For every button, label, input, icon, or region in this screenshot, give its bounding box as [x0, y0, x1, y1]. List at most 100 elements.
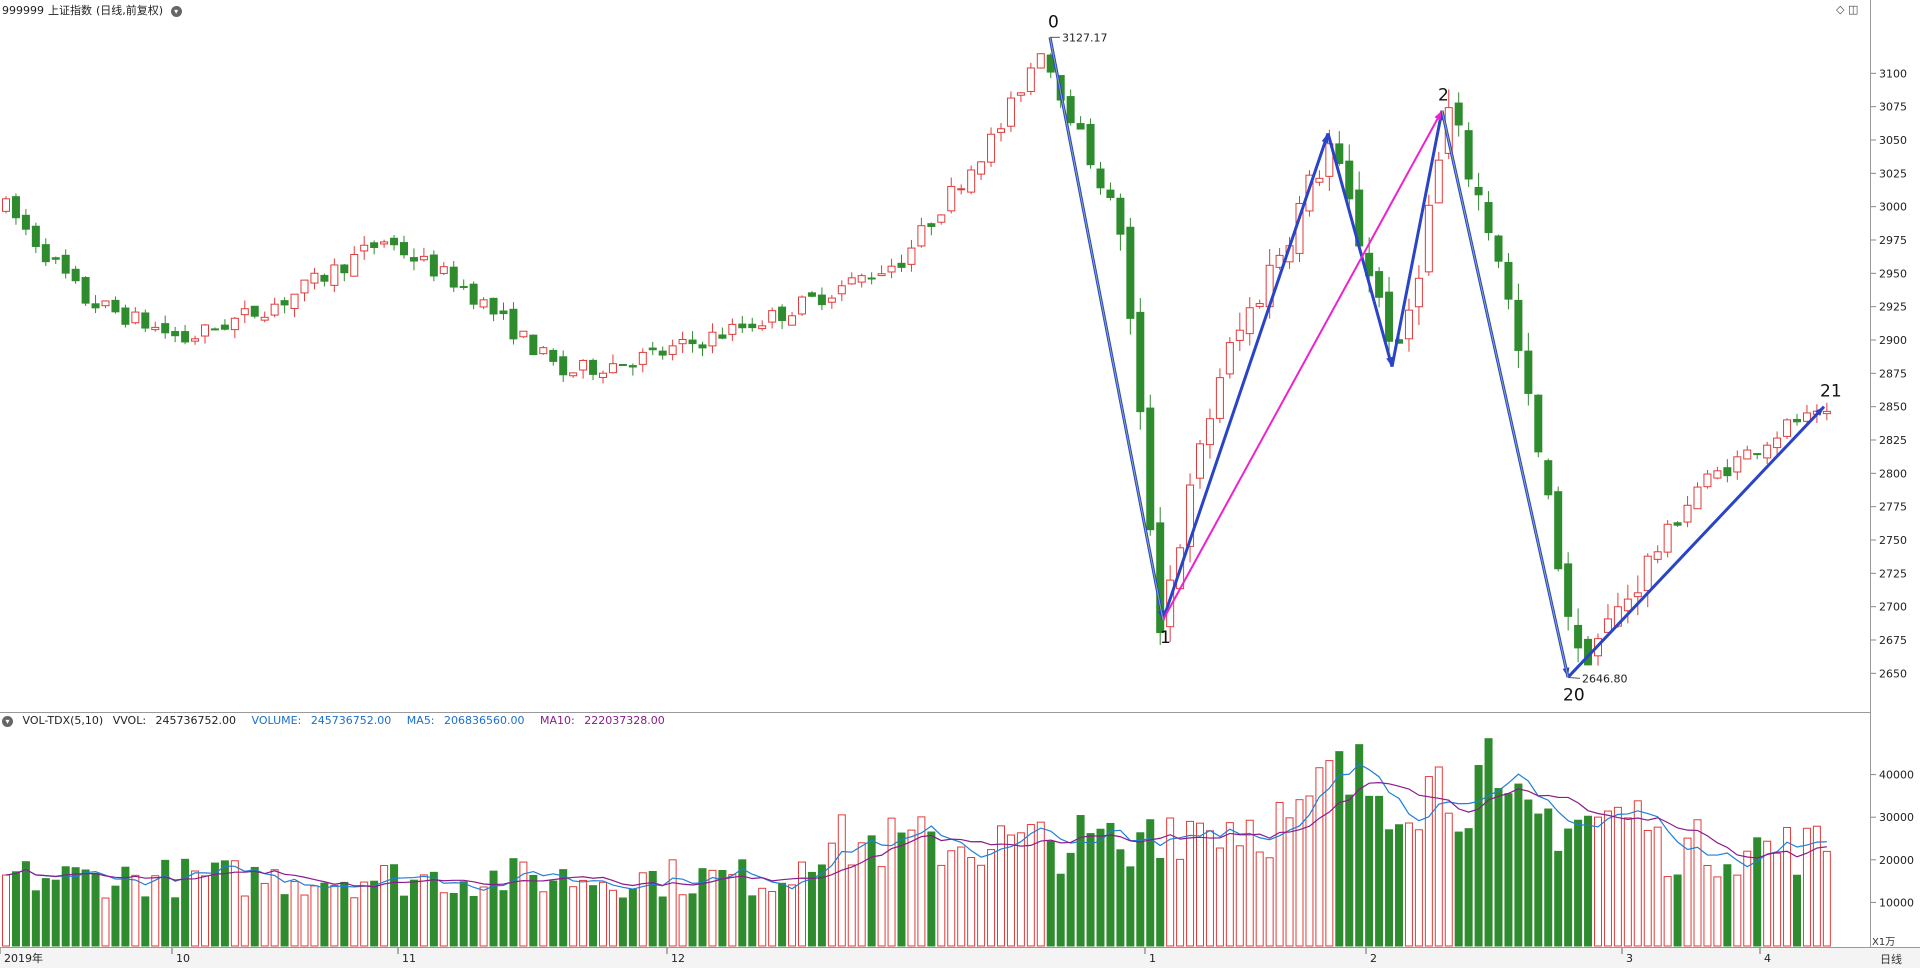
volume-bar-up: [1663, 876, 1672, 947]
candle-down: [1464, 130, 1473, 180]
candle-up: [937, 214, 946, 223]
date-axis: 2019年 10 11 12 1 2 3 4: [0, 947, 1920, 968]
volume-bar-up: [1026, 824, 1035, 947]
volume-bar-down: [51, 879, 60, 947]
corner-icons: ◇ ◫: [1836, 3, 1858, 16]
candle-down: [718, 334, 727, 339]
window-toggle-icon[interactable]: ◫: [1847, 3, 1859, 16]
candle-down: [1673, 522, 1682, 526]
candle-up: [758, 325, 767, 330]
volume-bar-down: [91, 872, 100, 947]
volume-bar-up: [1225, 822, 1234, 947]
date-tick-label: 2: [1370, 952, 1377, 965]
wave-line-1-a-head: [1321, 133, 1329, 144]
price-tick-label: 3025: [1879, 167, 1907, 180]
volume-bar-up: [1653, 826, 1662, 947]
candle-up: [1773, 437, 1782, 449]
candle-up: [1693, 486, 1702, 510]
wave-label-21: 21: [1820, 382, 1842, 402]
candle-down: [1544, 460, 1553, 496]
chevron-down-icon[interactable]: ▾: [170, 5, 182, 17]
volume-bar-up: [1603, 810, 1612, 947]
volume-bar-up: [977, 864, 986, 947]
wave-lines: [1048, 37, 1826, 679]
volume-bar-up: [300, 894, 309, 947]
price-chart-panel[interactable]: 0 3127.17 1 2 20 2646.80 21: [0, 0, 1870, 712]
candle-up: [1315, 177, 1324, 183]
candle-up: [907, 247, 916, 265]
candle-down: [171, 331, 180, 337]
volume-bar-up: [1434, 766, 1443, 947]
volume-bar-up: [1404, 822, 1413, 947]
volume-bar-up: [1683, 837, 1692, 947]
period-label[interactable]: 日线: [1880, 953, 1902, 966]
volume-bar-down: [71, 867, 80, 947]
volume-tick-label: 30000: [1879, 811, 1914, 824]
volume-bar-up: [1733, 874, 1742, 947]
candle-up: [1783, 419, 1792, 437]
volume-bar-up: [1305, 795, 1314, 947]
candle-up: [728, 323, 737, 335]
volume-bar-down: [1494, 788, 1503, 947]
volume-bar-down: [429, 871, 438, 947]
volume-bar-down: [1136, 832, 1145, 947]
wave-line-b-2: [1390, 110, 1444, 367]
price-tick-label: 2675: [1879, 634, 1907, 647]
candle-down: [320, 274, 329, 282]
volume-bar-down: [817, 864, 826, 947]
vvol-label: VVOL:: [112, 714, 147, 727]
candle-down: [250, 305, 259, 317]
volume-bar-down: [1365, 795, 1374, 947]
diamond-icon[interactable]: ◇: [1836, 3, 1845, 16]
volume-bar-down: [449, 893, 458, 947]
volume-chart-panel[interactable]: [0, 712, 1870, 948]
candle-down: [51, 257, 60, 260]
candle-up: [1414, 277, 1423, 308]
candle-down: [31, 225, 40, 247]
volume-bar-up: [1285, 817, 1294, 947]
candle-up: [1434, 159, 1443, 204]
candle-up: [1703, 473, 1712, 488]
volume-bar-up: [887, 817, 896, 947]
chart-mode: (日线,前复权): [96, 4, 164, 17]
price-tick-label: 2650: [1879, 667, 1907, 680]
wave-label-2: 2: [1438, 86, 1449, 106]
chevron-down-icon[interactable]: ▾: [2, 715, 13, 727]
candle-down: [1474, 186, 1483, 196]
candle-up: [569, 372, 578, 377]
candle-up: [708, 331, 717, 347]
candle-down: [210, 328, 219, 331]
volume-bar-down: [1514, 783, 1523, 947]
price-tick-label: 3075: [1879, 101, 1907, 114]
volume-bar-up: [1036, 821, 1045, 947]
candle-up: [131, 311, 140, 324]
date-tick-label: 4: [1764, 952, 1771, 965]
date-tick-label: 10: [176, 952, 190, 965]
candle-down: [280, 300, 289, 306]
volume-bar-up: [1414, 829, 1423, 947]
price-tick-label: 2825: [1879, 434, 1907, 447]
value-leader: [1567, 676, 1581, 679]
candle-down: [1454, 102, 1463, 126]
price-tick-label: 2750: [1879, 534, 1907, 547]
volume-bar-up: [439, 892, 448, 947]
volume-bar-up: [599, 881, 607, 947]
candle-up: [827, 297, 836, 303]
volume-bar-down: [1753, 837, 1762, 947]
candle-down: [181, 331, 190, 343]
date-tick-label: 12: [671, 952, 685, 965]
volume-bar-up: [1613, 806, 1622, 947]
candle-down: [370, 242, 379, 249]
candle-down: [1375, 271, 1384, 298]
volume-chart[interactable]: [0, 713, 1870, 948]
volume-bar-down: [1474, 765, 1483, 947]
volume-bar-down: [688, 893, 697, 947]
volume-bar-up: [877, 866, 886, 947]
candle-down: [400, 242, 408, 256]
volume-bar-up: [131, 874, 140, 947]
candle-up: [1235, 329, 1244, 341]
volume-bar-up: [360, 881, 369, 947]
candle-down: [41, 244, 50, 263]
axis-ticks: 2650 2675 2700 2725 2750 2775 2800 2825 2850 2875…: [1871, 67, 1914, 909]
